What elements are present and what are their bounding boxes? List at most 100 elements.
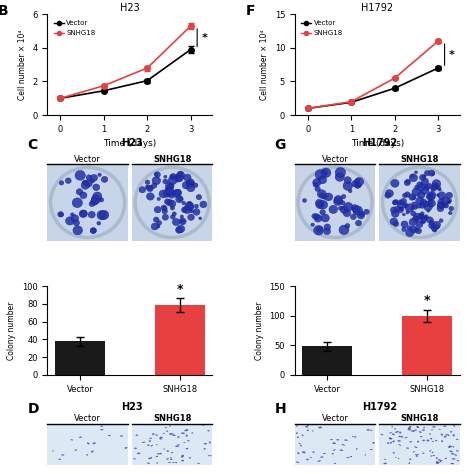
Circle shape [420, 212, 424, 215]
Ellipse shape [395, 457, 396, 458]
Circle shape [321, 194, 328, 200]
Ellipse shape [198, 463, 200, 464]
Circle shape [58, 211, 64, 217]
Circle shape [75, 171, 85, 180]
Circle shape [431, 224, 438, 231]
Circle shape [319, 201, 328, 209]
Circle shape [403, 203, 408, 208]
Ellipse shape [417, 454, 419, 455]
Ellipse shape [452, 458, 455, 459]
Circle shape [406, 179, 410, 183]
Ellipse shape [120, 436, 123, 437]
Circle shape [397, 201, 406, 209]
Circle shape [400, 207, 403, 210]
Text: *: * [424, 294, 430, 307]
Ellipse shape [297, 453, 299, 454]
Circle shape [191, 182, 195, 184]
Ellipse shape [455, 455, 457, 456]
Circle shape [135, 167, 209, 237]
Ellipse shape [159, 438, 162, 439]
Circle shape [352, 181, 359, 187]
Circle shape [401, 198, 407, 204]
Circle shape [423, 201, 429, 207]
Ellipse shape [391, 438, 392, 439]
Legend: Vector, SNHG18: Vector, SNHG18 [51, 18, 98, 39]
Ellipse shape [151, 445, 153, 447]
Y-axis label: Cell number × 10⁴: Cell number × 10⁴ [260, 29, 269, 100]
Circle shape [71, 213, 74, 216]
Circle shape [427, 210, 430, 212]
Circle shape [334, 197, 342, 206]
Circle shape [314, 215, 322, 222]
Ellipse shape [383, 463, 387, 464]
Text: C: C [27, 137, 37, 152]
Circle shape [187, 201, 192, 206]
Circle shape [180, 215, 183, 218]
Ellipse shape [446, 434, 447, 435]
Ellipse shape [137, 453, 140, 454]
Circle shape [420, 215, 424, 219]
Circle shape [76, 189, 83, 195]
Circle shape [84, 180, 92, 187]
Circle shape [419, 202, 425, 208]
Circle shape [321, 168, 331, 178]
Ellipse shape [159, 453, 162, 454]
Ellipse shape [171, 452, 173, 453]
Ellipse shape [345, 439, 347, 441]
Ellipse shape [150, 457, 152, 458]
Title: Vector: Vector [74, 155, 101, 164]
Circle shape [79, 210, 87, 218]
Circle shape [415, 185, 419, 190]
Circle shape [199, 217, 202, 220]
Ellipse shape [355, 437, 356, 438]
Ellipse shape [330, 439, 333, 440]
Text: *: * [201, 33, 207, 43]
Ellipse shape [445, 458, 447, 459]
Circle shape [392, 210, 399, 217]
Circle shape [449, 206, 454, 211]
Ellipse shape [187, 440, 190, 441]
Ellipse shape [181, 433, 184, 434]
Ellipse shape [435, 440, 437, 441]
Circle shape [315, 186, 320, 191]
Circle shape [319, 193, 324, 197]
Ellipse shape [307, 425, 310, 426]
Circle shape [321, 214, 329, 222]
Ellipse shape [87, 443, 89, 444]
Ellipse shape [417, 441, 419, 442]
Ellipse shape [302, 435, 303, 436]
Circle shape [298, 167, 372, 237]
Circle shape [416, 228, 421, 234]
Title: Vector: Vector [322, 155, 348, 164]
Circle shape [316, 227, 322, 232]
Circle shape [418, 213, 424, 219]
Circle shape [405, 204, 414, 212]
Circle shape [447, 199, 452, 203]
Ellipse shape [392, 434, 394, 435]
Legend: Vector, SNHG18: Vector, SNHG18 [298, 18, 346, 39]
Circle shape [146, 193, 154, 200]
Circle shape [356, 220, 362, 226]
Circle shape [193, 209, 200, 215]
Circle shape [313, 214, 319, 219]
Circle shape [86, 175, 92, 180]
Ellipse shape [301, 445, 302, 447]
Circle shape [165, 187, 174, 195]
Circle shape [170, 175, 173, 178]
Ellipse shape [332, 453, 334, 454]
Circle shape [152, 183, 157, 188]
Ellipse shape [149, 440, 151, 442]
Ellipse shape [92, 443, 96, 444]
Circle shape [432, 173, 435, 175]
Circle shape [334, 195, 343, 203]
Circle shape [409, 219, 417, 226]
Circle shape [428, 199, 433, 203]
Ellipse shape [352, 436, 354, 437]
Circle shape [351, 205, 358, 211]
Ellipse shape [204, 443, 207, 444]
Ellipse shape [135, 448, 137, 449]
Circle shape [353, 207, 360, 214]
Circle shape [176, 196, 183, 203]
Circle shape [164, 191, 170, 197]
Circle shape [355, 182, 361, 188]
